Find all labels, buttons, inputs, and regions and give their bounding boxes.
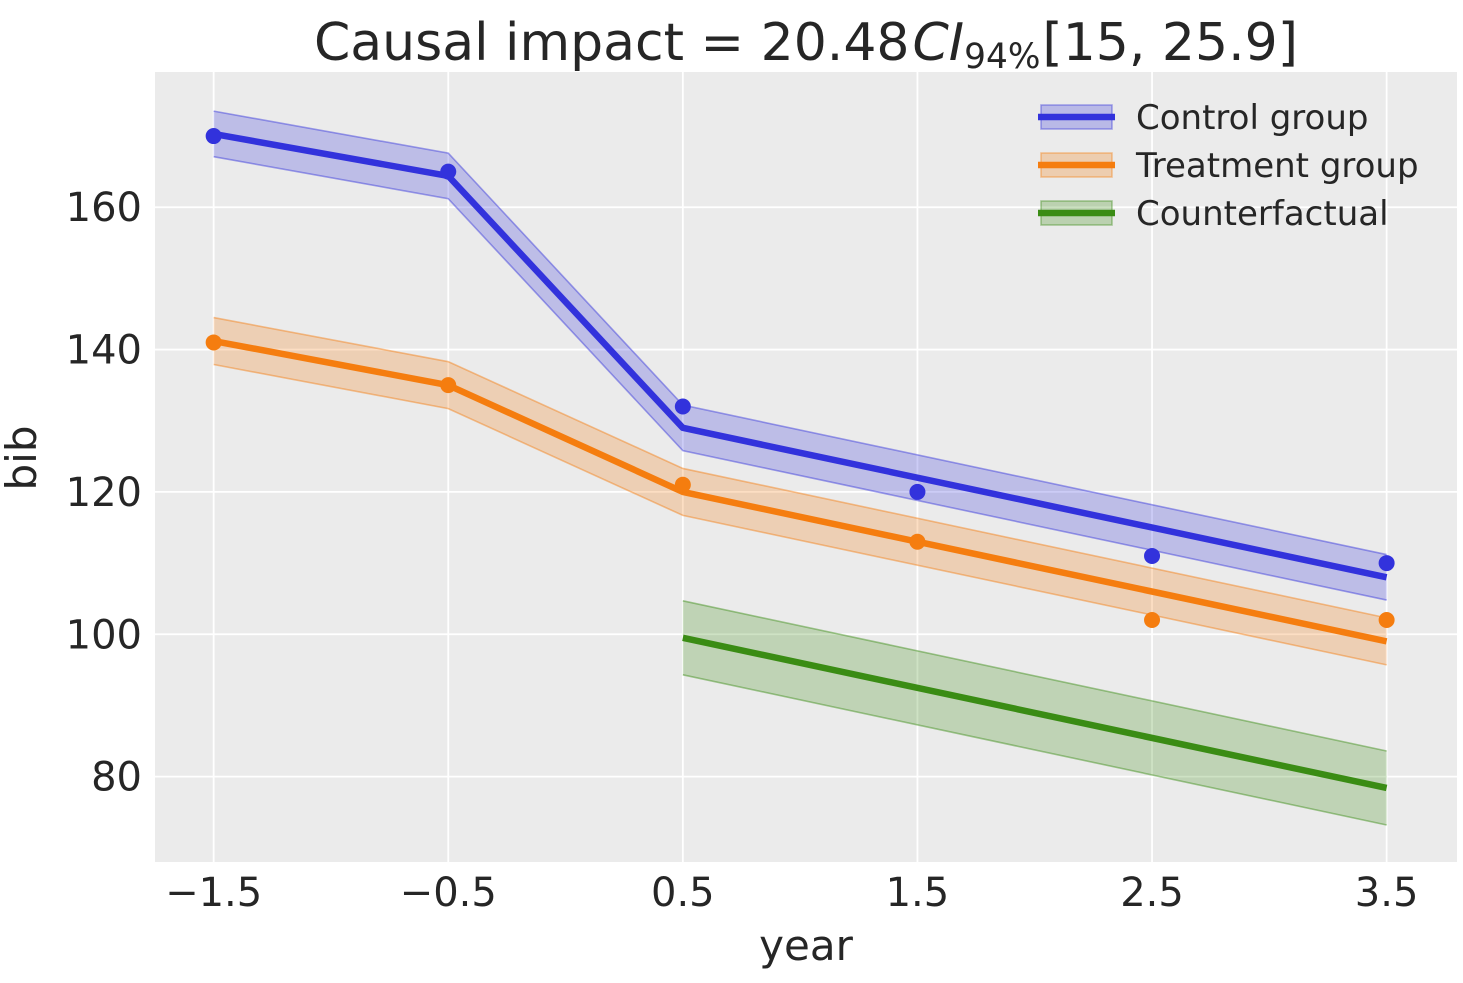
title-ci-symbol: CI	[912, 13, 965, 73]
x-tick-label: −1.5	[165, 870, 262, 916]
treatment-group-point	[909, 533, 926, 550]
legend-label-control-group: Control group	[1136, 98, 1368, 138]
treatment-group-band-upper-edge	[213, 316, 1387, 619]
treatment-group-point	[440, 377, 457, 394]
treatment-group-point	[674, 476, 691, 493]
control-group-band	[213, 111, 1387, 601]
plot-background	[155, 72, 1457, 862]
treatment-group-point	[1144, 612, 1161, 629]
x-tick-label: 2.5	[1120, 870, 1184, 916]
y-tick-label: 80	[91, 755, 142, 801]
y-axis-label: bib	[0, 426, 46, 491]
x-tick-label: −0.5	[400, 870, 497, 916]
control-group-point	[674, 398, 691, 415]
treatment-group-point	[205, 334, 222, 351]
control-group-band-upper-edge	[213, 110, 1387, 556]
control-group-line	[213, 130, 1388, 581]
y-tick-label: 100	[66, 612, 142, 658]
y-tick-label: 120	[66, 470, 142, 516]
treatment-group-band-lower-edge	[213, 363, 1387, 666]
treatment-group-point	[1378, 612, 1395, 629]
y-tick-label: 140	[66, 328, 142, 374]
title-interval: [15, 25.9]	[1042, 13, 1299, 73]
treatment-group-line	[213, 337, 1388, 645]
x-tick-label: 1.5	[886, 870, 950, 916]
control-group-point	[205, 128, 222, 145]
x-tick-label: 3.5	[1355, 870, 1419, 916]
title-ci-subscript: 94%	[964, 37, 1041, 78]
title-prefix: Causal impact = 20.48	[313, 13, 910, 73]
chart-title: Causal impact = 20.48CI94%[15, 25.9]	[155, 13, 1457, 76]
control-group-point	[1144, 547, 1161, 564]
control-group-point	[1378, 555, 1395, 572]
y-tick-label: 160	[66, 185, 142, 231]
control-group-point	[909, 483, 926, 500]
counterfactual-band-upper-edge	[682, 600, 1387, 752]
counterfactual-band-lower-edge	[682, 674, 1387, 826]
x-tick-label: 0.5	[651, 870, 715, 916]
legend-label-counterfactual: Counterfactual	[1136, 194, 1389, 234]
control-group-band-lower-edge	[213, 155, 1387, 601]
control-group-point	[440, 163, 457, 180]
counterfactual-line	[682, 634, 1388, 792]
x-axis-label: year	[759, 921, 853, 970]
legend-label-treatment-group: Treatment group	[1135, 146, 1419, 186]
